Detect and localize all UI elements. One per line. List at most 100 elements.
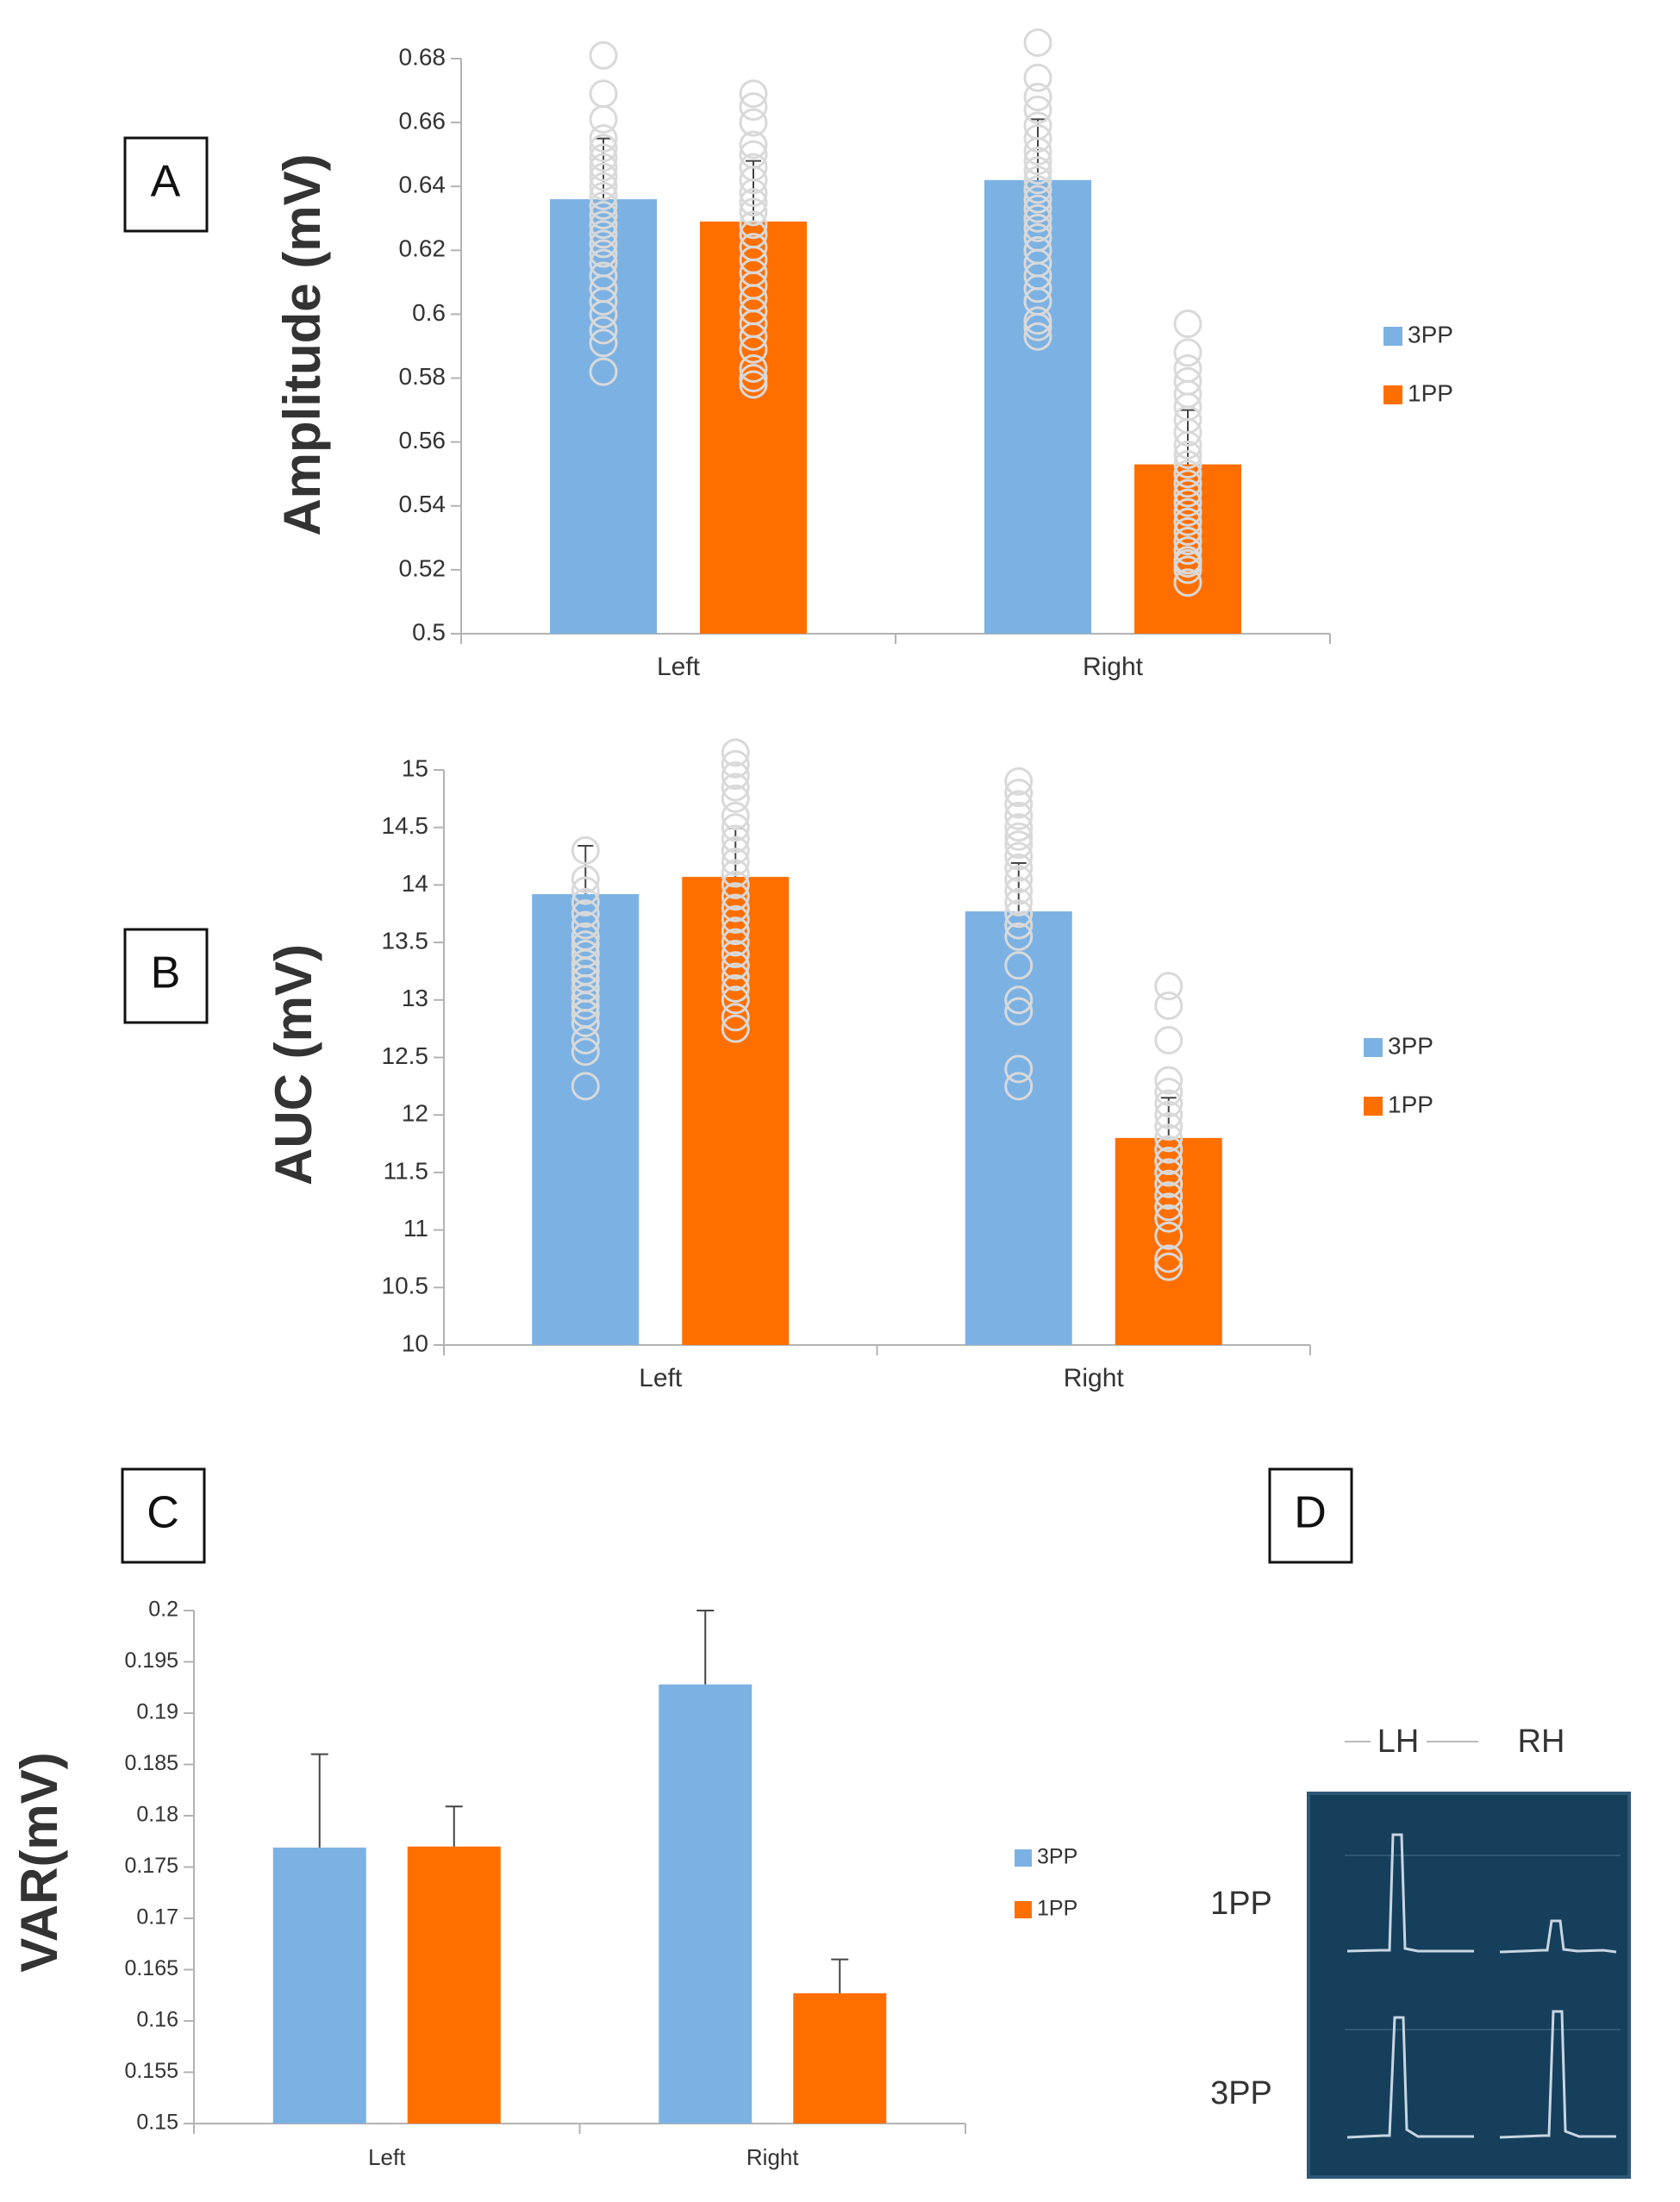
data-point-1pp bbox=[1173, 527, 1202, 556]
panel-letter-b: B bbox=[151, 948, 181, 998]
bar-1pp-right bbox=[793, 1992, 887, 2124]
x-category-label: Right bbox=[1083, 653, 1144, 681]
data-point-1pp bbox=[721, 904, 750, 934]
data-point-1pp bbox=[1154, 1158, 1183, 1187]
data-point-1pp bbox=[721, 916, 750, 946]
data-point-1pp bbox=[1173, 310, 1202, 339]
panel-label-b: B bbox=[123, 928, 209, 1024]
y-tick-label: 0.2 bbox=[148, 1598, 178, 1622]
waveform-3pp-rh bbox=[1499, 2010, 1616, 2139]
data-point-1pp bbox=[739, 108, 768, 137]
waveform-3pp-lh bbox=[1346, 2016, 1474, 2139]
legend-label-3pp: 3PP bbox=[1037, 1845, 1077, 1869]
legend-label-1pp: 1PP bbox=[1388, 1091, 1433, 1117]
data-point-3pp bbox=[1004, 865, 1034, 894]
data-point-1pp bbox=[1154, 1135, 1183, 1164]
data-point-1pp bbox=[739, 178, 768, 208]
data-point-1pp bbox=[739, 197, 768, 227]
data-point-3pp bbox=[1023, 95, 1052, 124]
data-point-1pp bbox=[721, 893, 750, 923]
data-point-3pp bbox=[589, 104, 618, 134]
data-point-1pp bbox=[721, 859, 750, 888]
legend-label-1pp: 1PP bbox=[1408, 379, 1453, 406]
inset-row-label-1pp: 1PP bbox=[1210, 1886, 1272, 1922]
data-point-3pp bbox=[1023, 185, 1052, 214]
data-point-3pp bbox=[589, 153, 618, 182]
y-tick-label: 11.5 bbox=[384, 1157, 428, 1184]
data-point-1pp bbox=[1154, 991, 1183, 1020]
bar-3pp-left bbox=[550, 199, 657, 635]
y-tick-label: 10.5 bbox=[382, 1273, 429, 1299]
y-tick-label: 0.6 bbox=[412, 299, 446, 326]
data-point-3pp bbox=[1004, 790, 1034, 819]
y-axis-title: VAR(mV) bbox=[10, 1752, 68, 1973]
y-axis-title: Amplitude (mV) bbox=[273, 153, 331, 535]
data-point-3pp bbox=[1004, 985, 1034, 1015]
data-point-3pp bbox=[1023, 124, 1052, 153]
legend-swatch-1pp bbox=[1364, 1097, 1383, 1116]
data-point-3pp bbox=[571, 1008, 600, 1037]
data-point-1pp bbox=[1173, 497, 1202, 527]
data-point-3pp bbox=[1023, 166, 1052, 195]
x-category-label: Left bbox=[639, 1364, 683, 1392]
bar-1pp-left bbox=[700, 221, 807, 634]
panel-label-a: A bbox=[123, 136, 209, 233]
data-point-3pp bbox=[1004, 1054, 1034, 1084]
data-point-3pp bbox=[1004, 1072, 1034, 1101]
data-point-1pp bbox=[721, 962, 750, 992]
data-point-3pp bbox=[589, 328, 618, 358]
data-point-3pp bbox=[589, 229, 618, 259]
data-point-1pp bbox=[1154, 1147, 1183, 1176]
data-point-3pp bbox=[571, 1037, 600, 1067]
inset-row-label-3pp: 3PP bbox=[1210, 2075, 1272, 2111]
data-point-3pp bbox=[589, 79, 618, 109]
data-point-1pp bbox=[1154, 1089, 1183, 1118]
data-point-3pp bbox=[571, 910, 600, 940]
data-point-3pp bbox=[589, 239, 618, 268]
y-tick-label: 15 bbox=[402, 754, 428, 781]
data-point-3pp bbox=[1023, 28, 1052, 57]
data-point-1pp bbox=[721, 761, 750, 791]
legend-label-3pp: 3PP bbox=[1408, 321, 1453, 347]
data-point-1pp bbox=[739, 188, 768, 217]
data-point-1pp bbox=[1154, 1100, 1183, 1129]
y-tick-label: 14 bbox=[402, 870, 428, 897]
data-point-3pp bbox=[589, 134, 618, 163]
data-point-3pp bbox=[1004, 830, 1034, 860]
data-point-1pp bbox=[721, 813, 750, 842]
data-point-1pp bbox=[1154, 1112, 1183, 1142]
data-point-3pp bbox=[571, 1025, 600, 1054]
data-point-1pp bbox=[721, 939, 750, 968]
data-point-3pp bbox=[589, 287, 618, 316]
y-tick-label: 13 bbox=[402, 985, 428, 1011]
y-tick-label: 0.165 bbox=[124, 1956, 178, 1980]
data-point-3pp bbox=[571, 1072, 600, 1101]
inset-screen bbox=[1307, 1792, 1631, 2179]
data-point-1pp bbox=[1173, 555, 1202, 585]
data-point-1pp bbox=[739, 335, 768, 364]
data-point-3pp bbox=[589, 41, 618, 70]
y-tick-label: 0.15 bbox=[136, 2111, 178, 2135]
data-point-3pp bbox=[571, 899, 600, 929]
panel-letter-d: D bbox=[1294, 1488, 1327, 1538]
data-point-1pp bbox=[739, 130, 768, 160]
data-point-1pp bbox=[739, 210, 768, 240]
data-point-1pp bbox=[1173, 548, 1202, 578]
x-category-label: Right bbox=[1064, 1364, 1125, 1392]
data-point-1pp bbox=[1154, 1252, 1183, 1281]
data-point-1pp bbox=[739, 322, 768, 351]
data-point-1pp bbox=[1173, 338, 1202, 367]
data-point-1pp bbox=[1173, 536, 1202, 566]
inset-col-label-rh: RH bbox=[1518, 1723, 1565, 1760]
legend-swatch-1pp bbox=[1015, 1901, 1032, 1918]
data-point-1pp bbox=[739, 353, 768, 383]
data-point-1pp bbox=[739, 364, 768, 393]
y-tick-label: 0.175 bbox=[124, 1854, 178, 1878]
y-tick-label: 0.19 bbox=[136, 1700, 178, 1724]
y-tick-label: 0.17 bbox=[136, 1905, 178, 1930]
data-point-3pp bbox=[589, 210, 618, 240]
data-point-3pp bbox=[1004, 766, 1034, 796]
data-point-3pp bbox=[589, 299, 618, 328]
data-point-3pp bbox=[589, 316, 618, 345]
